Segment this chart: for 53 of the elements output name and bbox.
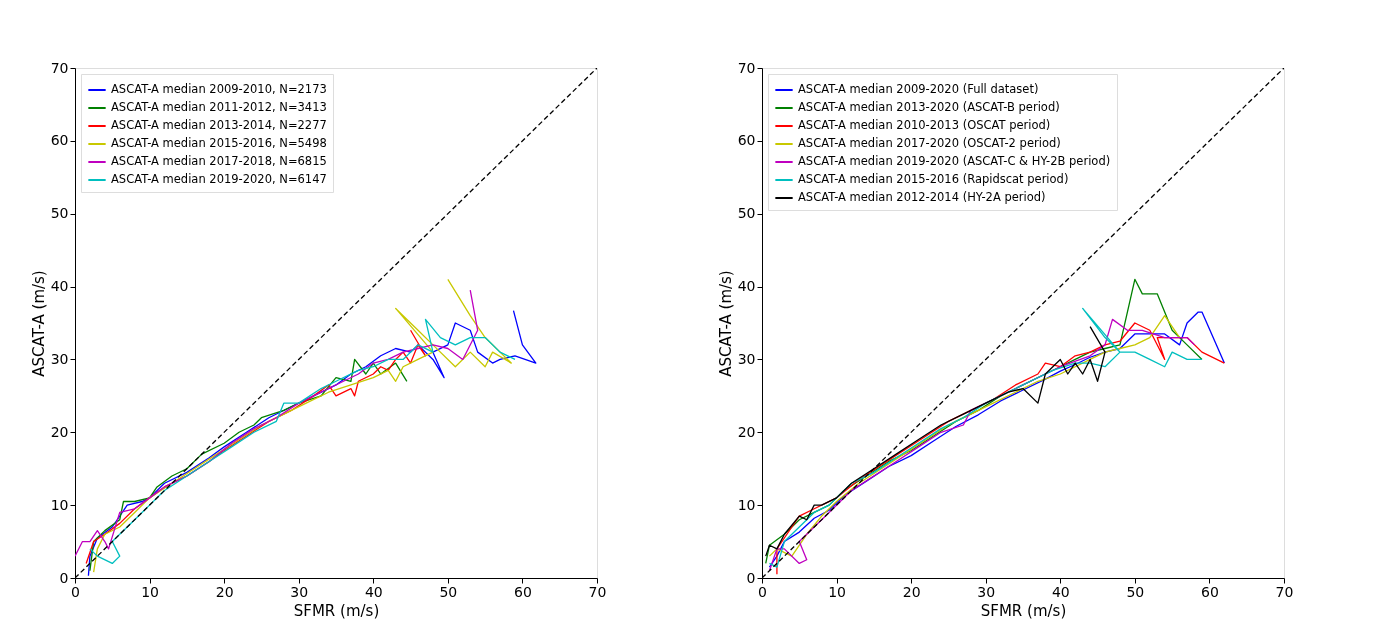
y-tick-label: 10 — [50, 496, 69, 513]
y-tick-label: 0 — [746, 569, 756, 586]
x-tick-label: 40 — [364, 583, 383, 600]
legend-label: ASCAT-A median 2009-2020 (Full dataset) — [798, 82, 1039, 96]
legend-label: ASCAT-A median 2009-2010, N=2173 — [111, 82, 327, 96]
legend-label: ASCAT-A median 2013-2014, N=2277 — [111, 118, 327, 132]
x-tick-label: 20 — [902, 583, 921, 600]
y-axis-title: ASCAT-A (m/s) — [716, 270, 735, 377]
y-tick-label: 70 — [737, 59, 756, 76]
legend-label: ASCAT-A median 2019-2020, N=6147 — [111, 172, 327, 186]
x-tick-label: 0 — [758, 583, 767, 600]
legend-label: ASCAT-A median 2013-2020 (ASCAT-B period) — [798, 100, 1060, 114]
legend-label: ASCAT-A median 2012-2014 (HY-2A period) — [798, 190, 1046, 204]
x-tick-label: 60 — [514, 583, 532, 600]
legend-label: ASCAT-A median 2019-2020 (ASCAT-C & HY-2B period) — [798, 154, 1111, 168]
legend-label: ASCAT-A median 2015-2016 (Rapidscat period) — [798, 172, 1069, 186]
x-tick-label: 50 — [1126, 583, 1145, 600]
x-tick-label: 40 — [1051, 583, 1070, 600]
y-tick-label: 30 — [737, 350, 756, 367]
legend-label: ASCAT-A median 2010-2013 (OSCAT period) — [798, 118, 1051, 132]
legend-label: ASCAT-A median 2017-2018, N=6815 — [111, 154, 327, 168]
x-tick-label: 30 — [977, 583, 996, 600]
y-axis-title: ASCAT-A (m/s) — [29, 270, 48, 377]
x-axis-title: SFMR (m/s) — [980, 601, 1067, 620]
line-series — [92, 278, 512, 573]
line-series — [75, 289, 479, 557]
y-tick-label: 40 — [50, 278, 69, 295]
x-tick-label: 0 — [71, 583, 80, 600]
x-tick-label: 20 — [215, 583, 234, 600]
y-tick-label: 40 — [737, 278, 756, 295]
x-tick-label: 70 — [1275, 583, 1294, 600]
legend-label: ASCAT-A median 2017-2020 (OSCAT-2 period) — [798, 136, 1061, 150]
x-tick-label: 10 — [828, 583, 846, 600]
y-tick-label: 0 — [59, 569, 69, 586]
x-tick-label: 70 — [588, 583, 607, 600]
line-series — [765, 325, 1106, 557]
y-tick-label: 10 — [737, 496, 756, 513]
x-tick-label: 50 — [439, 583, 458, 600]
x-tick-label: 10 — [141, 583, 159, 600]
y-tick-label: 70 — [50, 59, 69, 76]
y-tick-label: 20 — [737, 423, 756, 440]
y-tick-label: 60 — [50, 132, 69, 149]
line-series — [89, 358, 408, 572]
legend-label: ASCAT-A median 2011-2012, N=3413 — [111, 100, 327, 114]
y-tick-label: 50 — [737, 205, 756, 222]
x-axis-title: SFMR (m/s) — [293, 601, 380, 620]
x-tick-label: 30 — [290, 583, 309, 600]
x-tick-label: 60 — [1201, 583, 1219, 600]
y-tick-label: 30 — [50, 350, 69, 367]
legend-label: ASCAT-A median 2015-2016, N=5498 — [111, 136, 327, 150]
y-tick-label: 50 — [50, 205, 69, 222]
y-tick-label: 60 — [737, 132, 756, 149]
y-tick-label: 20 — [50, 423, 69, 440]
